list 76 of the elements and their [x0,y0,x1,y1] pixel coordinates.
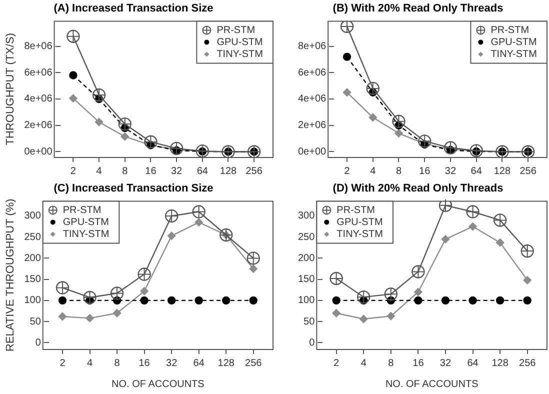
y-axis-title: RELATIVE THROUGHPUT (%) [4,198,17,352]
chart-title: (B) With 20% Read Only Threads [332,2,504,15]
x-tick-label: 2 [334,358,340,369]
legend-label: GPU-STM [216,36,263,48]
y-tick-label: 0 [309,337,316,348]
x-tick-label: 64 [467,358,479,369]
y-tick-label: 200 [298,252,316,264]
chart-title: (A) Increased Transaction Size [54,2,214,15]
x-axis-title: NO. OF ACCOUNTS [112,378,205,390]
legend-label: GPU-STM [62,216,109,228]
x-tick-label: 16 [412,358,424,369]
y-tick-label: 8e+06 [24,41,53,52]
x-tick-label: 2 [344,166,350,177]
y-tick-label: 8e+06 [298,41,327,52]
x-tick-label: 32 [166,358,178,369]
x-tick-label: 2 [60,358,66,369]
y-tick-label: 0e+00 [298,146,327,158]
x-tick-label: 32 [440,358,452,369]
x-tick-label: 128 [492,358,509,369]
legend-label: TINY-STM [490,48,538,60]
y-tick-label: 2e+06 [298,120,327,132]
y-tick-label: 4e+06 [298,94,327,105]
y-tick-label: 6e+06 [298,67,327,78]
x-tick-label: 32 [171,166,183,177]
legend-label: PR-STM [62,204,102,216]
legend-label: GPU-STM [490,36,537,48]
y-tick-label: 0e+00 [24,146,53,158]
x-tick-label: 256 [519,358,536,369]
y-axis-title: THROUGHPUT (TX/S) [4,32,17,146]
x-tick-label: 128 [218,358,235,369]
x-tick-label: 8 [388,358,394,369]
x-tick-label: 8 [114,358,120,369]
x-tick-label: 8 [122,166,128,177]
y-tick-label: 100 [298,295,316,306]
y-tick-label: 2e+06 [24,120,53,132]
x-tick-label: 4 [360,358,367,369]
x-axis-title: NO. OF ACCOUNTS [385,378,479,390]
x-tick-label: 4 [87,358,93,369]
x-tick-label: 8 [396,166,402,177]
legend-label: TINY-STM [62,228,110,240]
y-tick-label: 250 [298,232,316,243]
y-tick-label: 6e+06 [24,67,53,78]
x-tick-label: 256 [246,166,263,177]
y-tick-label: 150 [24,274,42,286]
y-tick-label: 150 [298,274,316,286]
y-tick-label: 300 [298,210,316,222]
chart-title: (D) With 20% Read Only Threads [332,182,504,195]
x-tick-label: 64 [193,358,205,369]
y-tick-label: 0 [35,337,42,348]
x-tick-label: 4 [96,166,102,177]
x-tick-label: 256 [520,166,537,177]
legend-label: GPU-STM [336,216,383,228]
y-tick-label: 200 [24,252,42,264]
x-tick-label: 16 [138,358,150,369]
x-tick-label: 128 [220,166,238,177]
x-tick-label: 16 [145,166,157,177]
y-tick-label: 300 [24,210,42,222]
legend-label: PR-STM [490,24,530,36]
x-tick-label: 64 [470,166,482,177]
legend-label: TINY-STM [336,228,383,240]
x-tick-label: 32 [444,166,456,177]
x-tick-label: 64 [196,166,208,177]
legend-label: PR-STM [336,204,376,216]
legend-label: TINY-STM [216,48,264,60]
legend-label: PR-STM [216,24,256,36]
y-tick-label: 100 [24,295,42,306]
x-tick-label: 256 [245,358,262,369]
y-tick-label: 4e+06 [24,94,53,105]
x-tick-label: 16 [419,166,431,177]
x-tick-label: 2 [70,166,76,177]
x-tick-label: 128 [494,166,511,177]
chart-title: (C) Increased Transaction Size [54,182,214,195]
x-tick-label: 4 [370,166,376,177]
y-tick-label: 50 [30,316,42,328]
y-tick-label: 250 [24,232,42,243]
y-tick-label: 50 [304,316,316,328]
